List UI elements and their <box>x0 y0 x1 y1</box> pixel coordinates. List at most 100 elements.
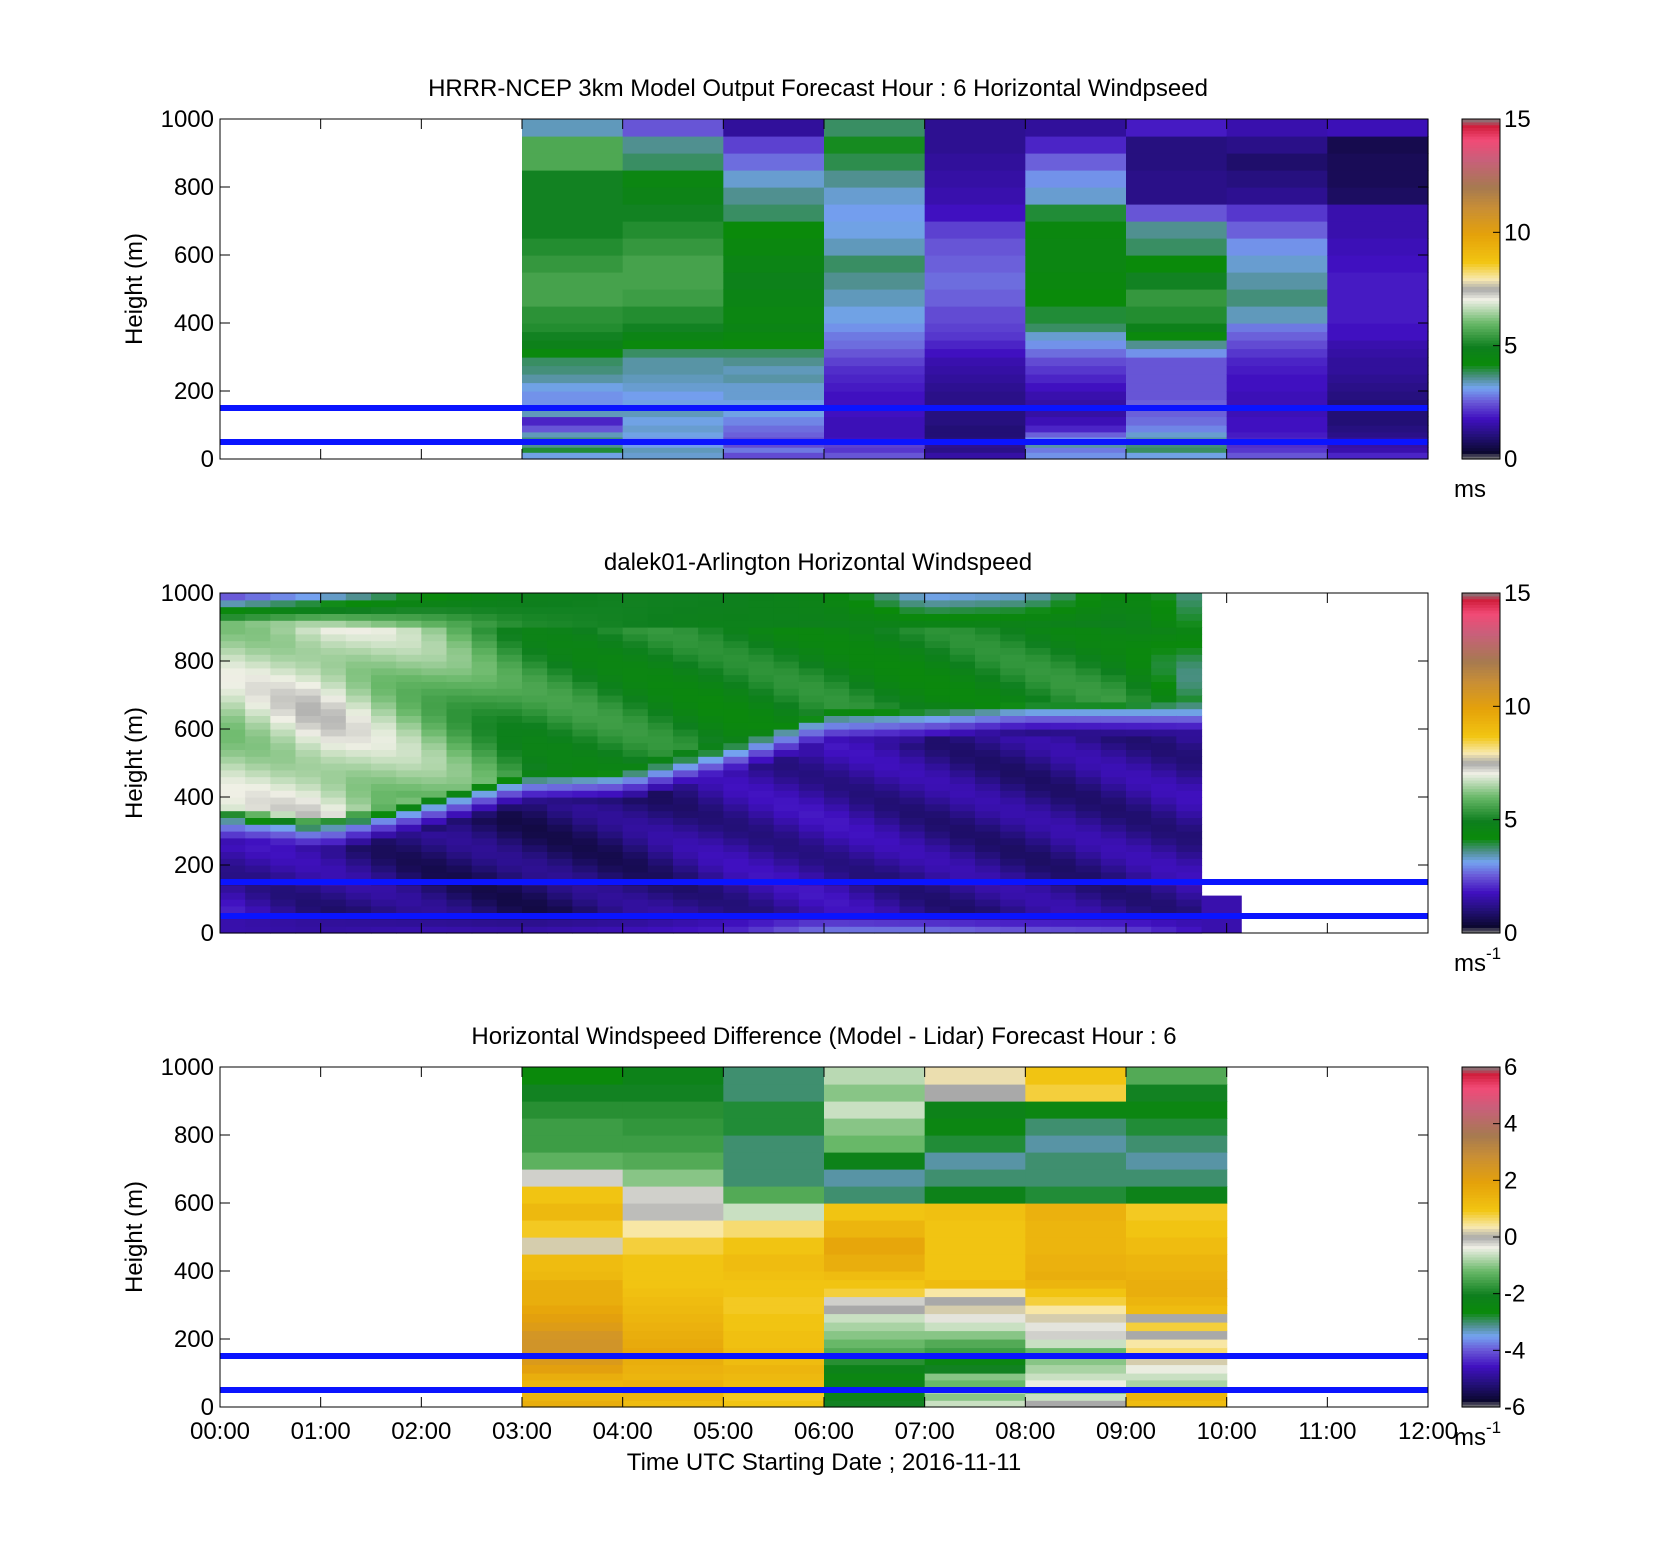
colorbar-swatch <box>1462 272 1500 276</box>
heatmap-cell <box>798 756 825 764</box>
heatmap-cell <box>899 824 926 832</box>
heatmap-cell <box>471 695 498 703</box>
heatmap-cell <box>647 803 674 812</box>
heatmap-cell <box>1151 599 1177 608</box>
heatmap-cell <box>723 892 750 900</box>
heatmap-cell <box>597 620 624 628</box>
heatmap-cell <box>471 871 498 880</box>
colorbar-swatch <box>1462 797 1500 801</box>
heatmap-cell <box>572 722 599 730</box>
heatmap-cell <box>1050 715 1077 723</box>
heatmap-cell <box>1075 667 1102 676</box>
heatmap-cell <box>824 708 850 716</box>
heatmap-cell <box>371 742 397 750</box>
heatmap-cell <box>798 701 825 710</box>
heatmap-cell <box>622 654 649 662</box>
heatmap-cell <box>396 892 422 900</box>
heatmap-cell <box>924 1313 1026 1323</box>
heatmap-cell <box>345 742 372 750</box>
heatmap-cell <box>824 289 926 307</box>
heatmap-cell <box>547 776 573 784</box>
heatmap-cell <box>673 654 699 662</box>
heatmap-cell <box>824 899 850 907</box>
colorbar-swatch <box>1462 700 1500 705</box>
heatmap-cell <box>723 919 750 927</box>
heatmap-cell <box>1176 715 1203 723</box>
heatmap-cell <box>421 769 448 778</box>
heatmap-cell <box>220 769 246 778</box>
heatmap-cell <box>547 769 573 778</box>
heatmap-cell <box>798 729 825 737</box>
heatmap-cell <box>975 749 1001 757</box>
heatmap-cell <box>673 831 699 839</box>
heatmap-cell <box>1025 735 1052 744</box>
heatmap-cell <box>295 647 322 655</box>
heatmap-cell <box>522 1279 624 1289</box>
colorbar-swatch <box>1462 635 1500 639</box>
heatmap-cell <box>1025 1313 1127 1323</box>
heatmap-cell <box>270 837 297 846</box>
heatmap-cell <box>1126 817 1152 825</box>
heatmap-cell <box>421 905 448 914</box>
heatmap-cell <box>647 817 674 825</box>
heatmap-cell <box>522 416 624 426</box>
heatmap-cell <box>698 667 724 676</box>
heatmap-cell <box>1025 1237 1127 1255</box>
heatmap-cell <box>1151 749 1177 757</box>
colorbar-swatch <box>1462 1112 1500 1116</box>
colorbar-swatch <box>1462 357 1500 361</box>
heatmap-cell <box>622 1271 724 1281</box>
heatmap-cell <box>723 1254 825 1272</box>
heatmap-cell <box>1226 365 1328 375</box>
colorbar-swatch <box>1462 1126 1500 1130</box>
heatmap-cell <box>723 1118 825 1136</box>
heatmap-cell <box>1126 1373 1228 1381</box>
heatmap-cell <box>220 627 246 635</box>
colorbar-swatch <box>1462 1296 1500 1300</box>
colorbar-swatch <box>1462 785 1500 790</box>
heatmap-cell <box>597 851 624 859</box>
heatmap-cell <box>924 1220 1026 1238</box>
colorbar-swatch <box>1462 427 1500 432</box>
heatmap-cell <box>1226 348 1328 358</box>
heatmap-cell <box>975 919 1001 927</box>
heatmap-cell <box>220 797 246 805</box>
colorbar-swatch <box>1462 1188 1500 1193</box>
heatmap-cell <box>1025 374 1127 384</box>
heatmap-cell <box>220 633 246 642</box>
colorbar-tick-label: 10 <box>1504 219 1531 246</box>
heatmap-cell <box>295 667 322 676</box>
heatmap-cell <box>1050 593 1077 601</box>
heatmap-cell <box>824 1379 926 1388</box>
heatmap-cell <box>723 1339 825 1349</box>
colorbar-swatch <box>1462 229 1500 233</box>
heatmap-cell <box>1025 756 1052 764</box>
heatmap-cell <box>345 905 372 914</box>
heatmap-cell <box>1075 640 1102 648</box>
heatmap-cell <box>773 844 800 852</box>
heatmap-cell <box>824 1084 926 1102</box>
heatmap-cell <box>673 722 699 730</box>
x-tick-label: 02:00 <box>391 1418 451 1445</box>
heatmap-cell <box>1025 1186 1127 1204</box>
heatmap-cell <box>1126 1271 1228 1281</box>
heatmap-cell <box>396 858 422 866</box>
heatmap-cell <box>371 851 397 859</box>
colorbar-swatch <box>1462 345 1500 350</box>
colorbar-swatch <box>1462 1086 1500 1091</box>
heatmap-cell <box>798 783 825 791</box>
heatmap-cell <box>748 756 775 764</box>
heatmap-cell <box>496 803 523 812</box>
heatmap-cell <box>874 606 901 614</box>
heatmap-cell <box>496 701 523 710</box>
heatmap-cell <box>849 919 875 927</box>
heatmap-cell <box>622 1322 724 1332</box>
heatmap-cell <box>975 667 1001 676</box>
heatmap-cell <box>345 919 372 927</box>
colorbar-swatch <box>1462 1390 1500 1394</box>
heatmap-cell <box>824 919 850 927</box>
heatmap-cell <box>547 803 573 812</box>
heatmap-cell <box>522 238 624 256</box>
heatmap-cell <box>245 599 271 608</box>
